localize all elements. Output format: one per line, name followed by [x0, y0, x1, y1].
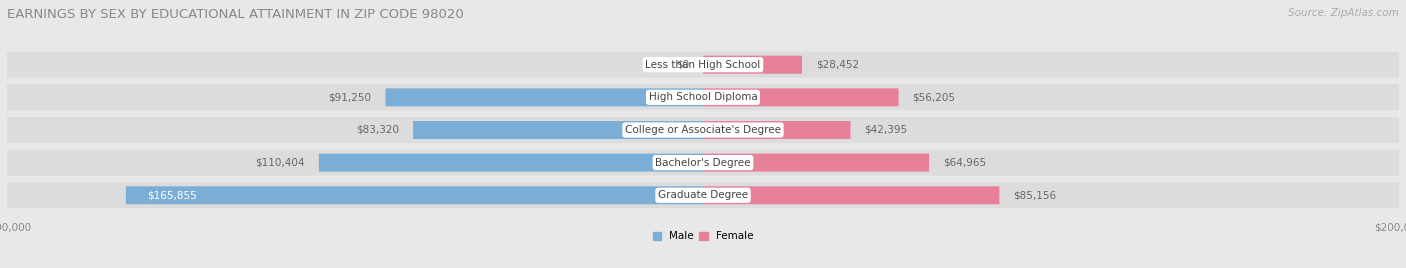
FancyBboxPatch shape — [703, 121, 851, 139]
Text: Less than High School: Less than High School — [645, 60, 761, 70]
Text: $85,156: $85,156 — [1014, 190, 1056, 200]
FancyBboxPatch shape — [127, 186, 703, 204]
Text: Graduate Degree: Graduate Degree — [658, 190, 748, 200]
Text: College or Associate's Degree: College or Associate's Degree — [626, 125, 780, 135]
Legend: Male, Female: Male, Female — [652, 232, 754, 241]
FancyBboxPatch shape — [413, 121, 703, 139]
FancyBboxPatch shape — [703, 186, 1000, 204]
FancyBboxPatch shape — [7, 150, 1399, 176]
Text: EARNINGS BY SEX BY EDUCATIONAL ATTAINMENT IN ZIP CODE 98020: EARNINGS BY SEX BY EDUCATIONAL ATTAINMEN… — [7, 8, 464, 21]
Text: $64,965: $64,965 — [943, 158, 986, 168]
FancyBboxPatch shape — [7, 84, 1399, 110]
FancyBboxPatch shape — [703, 154, 929, 172]
Text: $83,320: $83,320 — [356, 125, 399, 135]
Text: $0: $0 — [676, 60, 689, 70]
FancyBboxPatch shape — [7, 117, 1399, 143]
Text: $165,855: $165,855 — [146, 190, 197, 200]
Text: High School Diploma: High School Diploma — [648, 92, 758, 102]
FancyBboxPatch shape — [703, 56, 801, 74]
Text: $28,452: $28,452 — [815, 60, 859, 70]
Text: Source: ZipAtlas.com: Source: ZipAtlas.com — [1288, 8, 1399, 18]
FancyBboxPatch shape — [385, 88, 703, 106]
Text: $91,250: $91,250 — [329, 92, 371, 102]
Text: Bachelor's Degree: Bachelor's Degree — [655, 158, 751, 168]
FancyBboxPatch shape — [7, 52, 1399, 77]
Text: $110,404: $110,404 — [256, 158, 305, 168]
FancyBboxPatch shape — [7, 183, 1399, 208]
Text: $56,205: $56,205 — [912, 92, 956, 102]
FancyBboxPatch shape — [319, 154, 703, 172]
Text: $42,395: $42,395 — [865, 125, 907, 135]
FancyBboxPatch shape — [703, 88, 898, 106]
